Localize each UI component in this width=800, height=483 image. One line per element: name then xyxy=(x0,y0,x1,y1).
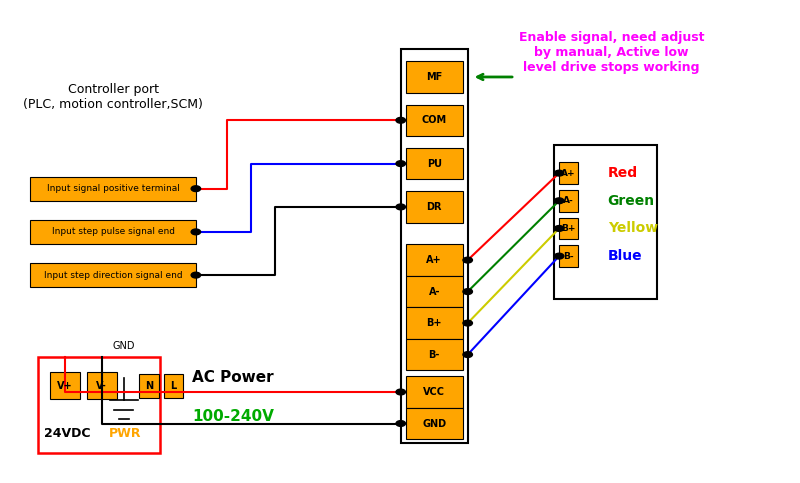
FancyBboxPatch shape xyxy=(406,244,462,276)
Text: MF: MF xyxy=(426,72,442,82)
Circle shape xyxy=(463,289,473,295)
Text: AC Power: AC Power xyxy=(192,370,274,385)
Text: Green: Green xyxy=(608,194,654,208)
FancyBboxPatch shape xyxy=(38,357,161,453)
Circle shape xyxy=(191,272,201,278)
Text: DR: DR xyxy=(426,202,442,212)
FancyBboxPatch shape xyxy=(163,373,183,398)
FancyBboxPatch shape xyxy=(406,376,462,408)
Text: B+: B+ xyxy=(562,224,576,233)
Text: V-: V- xyxy=(97,381,107,391)
Circle shape xyxy=(463,257,473,263)
FancyBboxPatch shape xyxy=(406,148,462,179)
Text: A-: A- xyxy=(429,286,440,297)
Text: GND: GND xyxy=(113,341,135,351)
Text: B-: B- xyxy=(563,252,574,261)
Text: 24VDC: 24VDC xyxy=(45,427,91,440)
Text: Input step direction signal end: Input step direction signal end xyxy=(44,270,182,280)
Circle shape xyxy=(191,186,201,192)
FancyBboxPatch shape xyxy=(30,263,196,287)
FancyBboxPatch shape xyxy=(30,177,196,200)
FancyBboxPatch shape xyxy=(30,220,196,244)
Text: A-: A- xyxy=(563,196,574,205)
FancyBboxPatch shape xyxy=(406,191,462,223)
Circle shape xyxy=(396,421,406,426)
Text: GND: GND xyxy=(422,418,446,428)
Text: Yellow: Yellow xyxy=(608,221,658,235)
FancyBboxPatch shape xyxy=(406,339,462,370)
Text: N: N xyxy=(145,381,153,391)
Text: VCC: VCC xyxy=(423,387,446,397)
Text: COM: COM xyxy=(422,115,446,125)
Circle shape xyxy=(554,226,564,231)
Circle shape xyxy=(396,389,406,395)
Text: B+: B+ xyxy=(426,318,442,328)
Circle shape xyxy=(396,161,406,167)
Text: Input step pulse signal end: Input step pulse signal end xyxy=(52,227,174,236)
Circle shape xyxy=(396,204,406,210)
Text: PU: PU xyxy=(426,158,442,169)
FancyBboxPatch shape xyxy=(406,276,462,307)
Text: Red: Red xyxy=(608,166,638,180)
Text: Blue: Blue xyxy=(608,249,642,263)
Text: V+: V+ xyxy=(58,381,73,391)
Text: B-: B- xyxy=(429,350,440,359)
FancyBboxPatch shape xyxy=(139,373,159,398)
Text: Enable signal, need adjust
by manual, Active low
level drive stops working: Enable signal, need adjust by manual, Ac… xyxy=(519,31,705,74)
Text: Input signal positive terminal: Input signal positive terminal xyxy=(46,184,179,193)
Circle shape xyxy=(554,198,564,204)
Text: L: L xyxy=(170,381,177,391)
Text: 100-240V: 100-240V xyxy=(192,409,274,424)
FancyBboxPatch shape xyxy=(406,308,462,339)
Circle shape xyxy=(554,253,564,259)
FancyBboxPatch shape xyxy=(406,105,462,136)
FancyBboxPatch shape xyxy=(558,218,578,239)
Text: Controller port
(PLC, motion controller,SCM): Controller port (PLC, motion controller,… xyxy=(23,84,203,112)
Text: PWR: PWR xyxy=(109,427,142,440)
Circle shape xyxy=(396,117,406,123)
FancyBboxPatch shape xyxy=(87,372,117,399)
Circle shape xyxy=(554,170,564,176)
Text: A+: A+ xyxy=(426,255,442,265)
FancyBboxPatch shape xyxy=(406,408,462,439)
Circle shape xyxy=(463,320,473,326)
Circle shape xyxy=(463,352,473,357)
FancyBboxPatch shape xyxy=(558,190,578,212)
FancyBboxPatch shape xyxy=(50,372,80,399)
FancyBboxPatch shape xyxy=(554,145,657,299)
FancyBboxPatch shape xyxy=(558,162,578,184)
Circle shape xyxy=(191,229,201,235)
FancyBboxPatch shape xyxy=(406,61,462,93)
FancyBboxPatch shape xyxy=(558,245,578,267)
FancyBboxPatch shape xyxy=(401,49,468,443)
Text: A+: A+ xyxy=(562,169,576,178)
